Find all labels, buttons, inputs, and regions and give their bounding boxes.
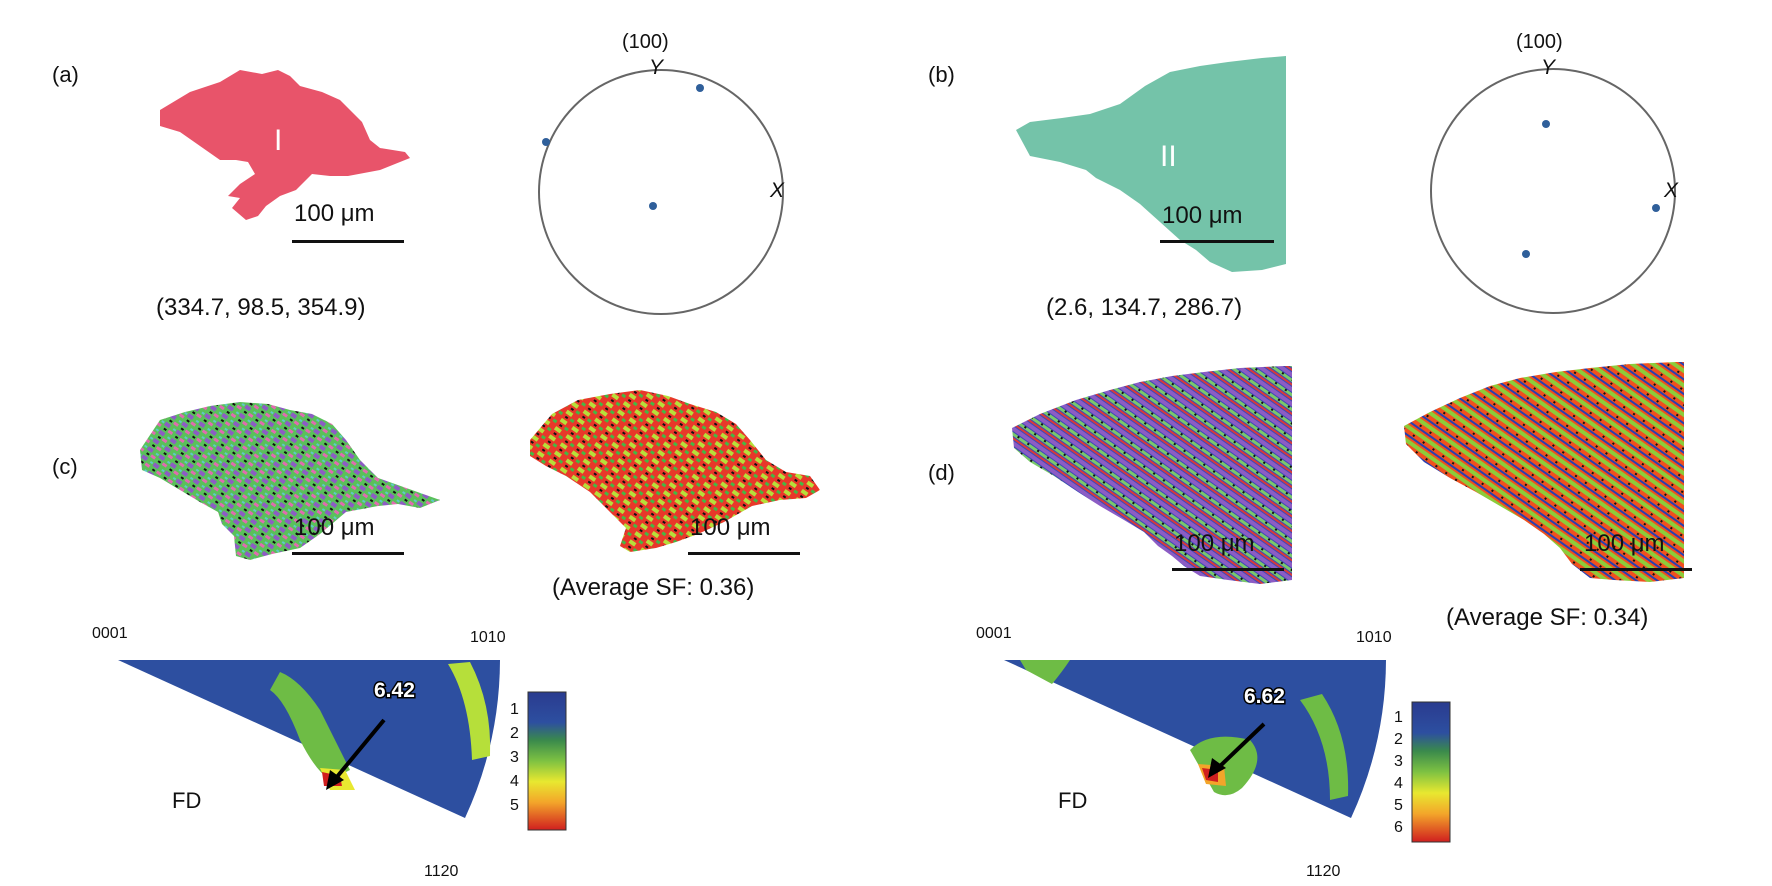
grain-label-ii: II bbox=[1160, 140, 1177, 173]
scalebar-label: 100 μm bbox=[294, 200, 375, 227]
scalebar-line bbox=[292, 552, 404, 555]
scalebar-line bbox=[688, 552, 800, 555]
ebsd-map-c-left bbox=[140, 402, 440, 560]
euler-angles-a: (334.7, 98.5, 354.9) bbox=[156, 294, 366, 321]
fd-label-c: FD bbox=[172, 788, 202, 813]
peak-arrowhead bbox=[326, 770, 344, 790]
euler-angles-b: (2.6, 134.7, 286.7) bbox=[1046, 294, 1243, 321]
scalebar-line bbox=[292, 240, 404, 243]
ipf-corner-1120: 1120 bbox=[1306, 863, 1341, 880]
ipf-c-band-right bbox=[448, 662, 491, 760]
pole-figure-title-a: (100) bbox=[622, 31, 669, 53]
peak-arrow bbox=[334, 718, 386, 780]
ipf-corner-0001: 0001 bbox=[92, 625, 128, 642]
scalebar-label: 100 μm bbox=[1584, 530, 1665, 557]
colorbar-tick: 5 bbox=[1394, 797, 1403, 814]
colorbar-c bbox=[527, 691, 567, 831]
panel-label-d: (d) bbox=[928, 460, 955, 485]
pole-point bbox=[696, 84, 704, 92]
colorbar-tick: 5 bbox=[510, 797, 519, 814]
scalebar-label: 100 μm bbox=[1162, 202, 1243, 229]
ipf-d-sector bbox=[1004, 660, 1386, 818]
colorbar-tick: 4 bbox=[1394, 775, 1403, 792]
ipf-corner-1120: 1120 bbox=[424, 863, 459, 880]
colorbar-tick: 4 bbox=[510, 773, 519, 790]
ipf-corner-1010: 1010 bbox=[470, 629, 506, 646]
ipf-corner-0001: 0001 bbox=[976, 625, 1012, 642]
scalebar-line bbox=[1172, 568, 1284, 571]
pole-point bbox=[1522, 250, 1530, 258]
colorbar-tick: 1 bbox=[1394, 709, 1403, 726]
panel-label-a: (a) bbox=[52, 62, 79, 87]
grain-i-shape bbox=[160, 70, 410, 220]
colorbar-tick: 2 bbox=[1394, 731, 1403, 748]
fd-label-d: FD bbox=[1058, 788, 1088, 813]
ebsd-map-d-left bbox=[1012, 366, 1292, 584]
scalebar-line bbox=[1580, 568, 1692, 571]
pole-figure-a-circle bbox=[538, 69, 784, 315]
colorbar-tick: 1 bbox=[510, 701, 519, 718]
average-sf-d: (Average SF: 0.34) bbox=[1446, 604, 1649, 631]
panel-label-c: (c) bbox=[52, 454, 78, 479]
colorbar-tick: 2 bbox=[510, 725, 519, 742]
ipf-corner-1010: 1010 bbox=[1356, 629, 1392, 646]
peak-arrowhead bbox=[1208, 758, 1226, 778]
ipf-d-band-top bbox=[1020, 660, 1070, 684]
ipf-c-band-left bbox=[270, 672, 350, 780]
pole-point bbox=[649, 202, 657, 210]
colorbar-d bbox=[1411, 701, 1451, 843]
pole-point bbox=[1652, 204, 1660, 212]
scalebar-label: 100 μm bbox=[690, 514, 771, 541]
scalebar-label: 100 μm bbox=[294, 514, 375, 541]
axis-y-a: Y bbox=[649, 56, 664, 79]
grain-ii-shape bbox=[1016, 56, 1286, 272]
ebsd-map-c-right bbox=[530, 390, 820, 552]
peak-value-d: 6.62 bbox=[1243, 685, 1287, 709]
ipf-d-hotspot bbox=[1190, 736, 1258, 796]
peak-value-c: 6.42 bbox=[373, 679, 417, 703]
ebsd-map-d-right bbox=[1404, 362, 1684, 582]
colorbar-tick: 3 bbox=[510, 749, 519, 766]
peak-arrow bbox=[1216, 722, 1266, 770]
grain-label-i: I bbox=[274, 124, 283, 157]
average-sf-c: (Average SF: 0.36) bbox=[552, 574, 755, 601]
pole-point bbox=[542, 138, 550, 146]
colorbar-tick: 3 bbox=[1394, 753, 1403, 770]
pole-figure-title-b: (100) bbox=[1516, 31, 1563, 53]
pole-figure-b-circle bbox=[1430, 68, 1676, 314]
panel-label-b: (b) bbox=[928, 62, 955, 87]
pole-point bbox=[1542, 120, 1550, 128]
axis-y-b: Y bbox=[1541, 56, 1556, 79]
axis-x-b: X bbox=[1664, 179, 1679, 202]
ipf-d-band-right bbox=[1300, 694, 1349, 800]
scalebar-line bbox=[1160, 240, 1274, 243]
scalebar-label: 100 μm bbox=[1174, 530, 1255, 557]
colorbar-tick: 6 bbox=[1394, 819, 1403, 836]
axis-x-a: X bbox=[770, 179, 785, 202]
